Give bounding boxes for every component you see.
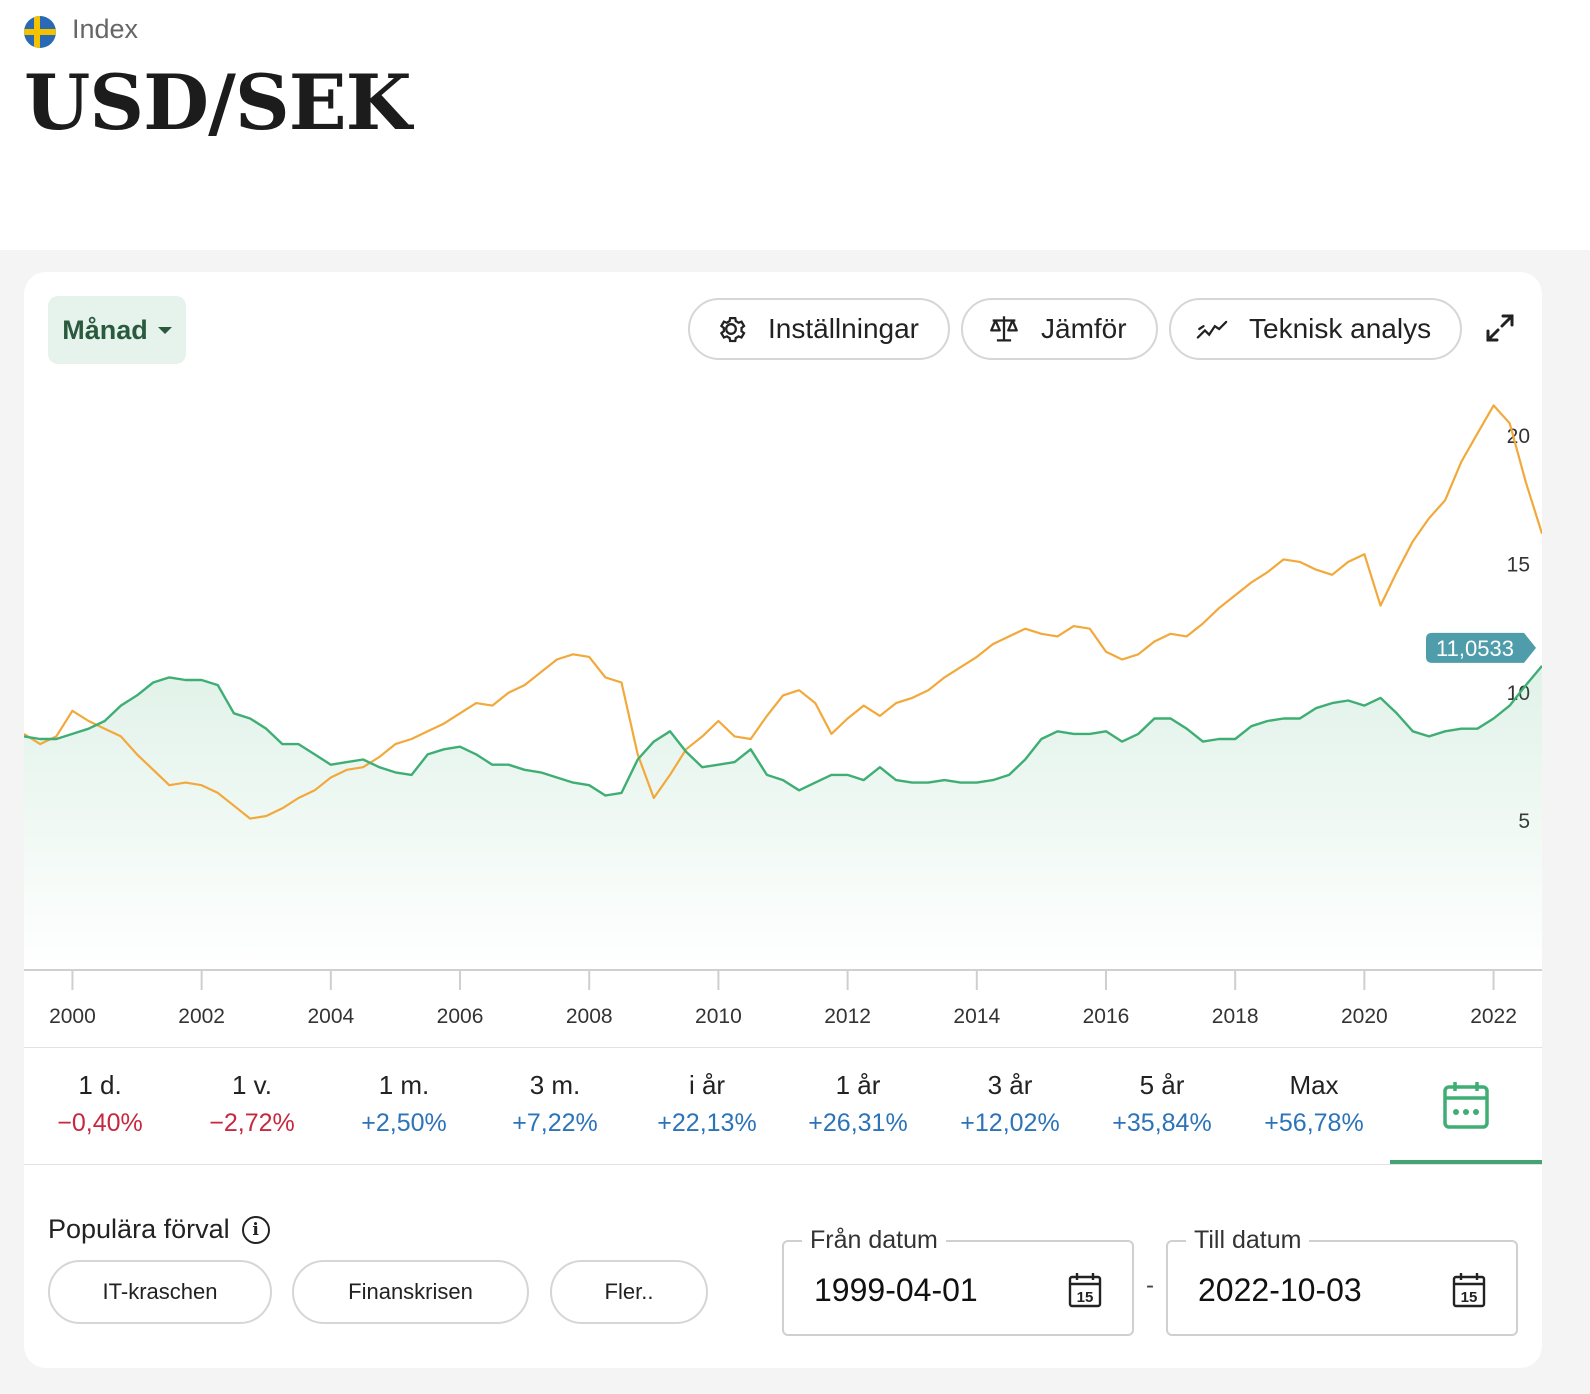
return-period-tab[interactable]: i år +22,13% <box>637 1070 777 1138</box>
compare-series-line <box>24 404 1542 820</box>
settings-button[interactable]: Inställningar <box>688 298 950 360</box>
compare-button[interactable]: Jämför <box>961 298 1158 360</box>
date-range-separator: - <box>1146 1272 1154 1299</box>
return-period-value: +26,31% <box>808 1109 908 1137</box>
period-label: Månad <box>62 314 148 345</box>
return-period-label: 3 m. <box>529 1070 581 1100</box>
return-period-tab[interactable]: 1 v. −2,72% <box>182 1070 322 1138</box>
x-tick-label: 2010 <box>695 1005 742 1028</box>
custom-range-tab[interactable] <box>1390 1048 1542 1164</box>
date-picker-icon[interactable]: 15 <box>1452 1272 1486 1308</box>
presets-title-text: Populära förval <box>48 1214 230 1244</box>
primary-series-area <box>24 665 1542 970</box>
returns-bar: 1 d. −0,40% 1 v. −2,72% 1 m. +2,50% 3 m. +7,22%… <box>24 1047 1542 1165</box>
page-header: Index USD/SEK <box>0 0 1590 250</box>
return-period-tab[interactable]: Max +56,78% <box>1244 1070 1384 1138</box>
price-chart[interactable]: 2000 2002 2004 2006 2008 2010 2012 2014 2016 2018… <box>24 372 1542 1047</box>
technical-analysis-button[interactable]: Teknisk analys <box>1169 298 1462 360</box>
settings-label: Inställningar <box>768 313 919 344</box>
current-value-badge: 11,0533 <box>1426 632 1536 663</box>
caret-down-icon <box>157 326 172 334</box>
from-date-field[interactable]: Från datum 1999-04-01 15 <box>782 1226 1134 1336</box>
return-period-tab[interactable]: 3 år +12,02% <box>940 1070 1080 1138</box>
x-tick-label: 2002 <box>178 1005 225 1028</box>
return-period-tab[interactable]: 1 år +26,31% <box>788 1070 928 1138</box>
x-tick-label: 2006 <box>437 1005 484 1028</box>
scale-icon <box>990 316 1018 342</box>
return-period-value: +2,50% <box>361 1109 447 1137</box>
return-period-label: 1 m. <box>378 1070 430 1100</box>
return-period-label: 1 d. <box>78 1070 122 1100</box>
date-picker-day: 15 <box>1461 1289 1478 1306</box>
return-period-label: i år <box>688 1070 726 1100</box>
to-date-label: Till datum <box>1186 1226 1310 1255</box>
chart-card: Månad Inställningar Jämför Teknisk analy… <box>24 272 1542 1368</box>
trend-chart-icon <box>1196 320 1228 339</box>
return-period-tab[interactable]: 5 år +35,84% <box>1092 1070 1232 1138</box>
return-period-label: 1 v. <box>232 1070 272 1100</box>
y-tick-label: 15 <box>1507 553 1530 576</box>
return-period-label: 1 år <box>835 1070 881 1100</box>
preset-chip[interactable]: Finanskrisen <box>292 1260 529 1324</box>
x-tick-label: 2020 <box>1341 1005 1388 1028</box>
return-period-value: +35,84% <box>1112 1109 1212 1137</box>
gear-icon <box>719 316 746 343</box>
sweden-flag-icon <box>24 16 56 48</box>
return-period-tab[interactable]: 1 d. −0,40% <box>30 1070 170 1138</box>
x-tick-label: 2018 <box>1212 1005 1259 1028</box>
return-period-value: −2,72% <box>209 1109 295 1137</box>
x-tick-label: 2012 <box>824 1005 871 1028</box>
from-date-value: 1999-04-01 <box>814 1272 978 1308</box>
compare-label: Jämför <box>1041 313 1127 344</box>
x-tick-label: 2022 <box>1470 1005 1517 1028</box>
return-period-label: 3 år <box>987 1070 1033 1100</box>
x-tick-label: 2008 <box>566 1005 613 1028</box>
x-tick-label: 2014 <box>953 1005 1000 1028</box>
to-date-value: 2022-10-03 <box>1198 1272 1362 1308</box>
from-date-label: Från datum <box>802 1226 946 1255</box>
return-period-label: Max <box>1289 1070 1339 1100</box>
page-title: USD/SEK <box>24 58 412 147</box>
primary-series-line <box>24 665 1542 797</box>
return-period-value: −0,40% <box>57 1109 143 1137</box>
return-period-value: +7,22% <box>512 1109 598 1137</box>
return-period-value: +22,13% <box>657 1109 757 1137</box>
info-icon[interactable]: i <box>241 1215 270 1244</box>
x-tick-label: 2004 <box>307 1005 354 1028</box>
return-period-tab[interactable]: 1 m. +2,50% <box>334 1070 474 1138</box>
date-picker-day: 15 <box>1077 1289 1094 1306</box>
technical-analysis-label: Teknisk analys <box>1249 313 1432 344</box>
instrument-category: Index <box>72 14 139 44</box>
return-period-tab[interactable]: 3 m. +7,22% <box>485 1070 625 1138</box>
return-period-value: +56,78% <box>1264 1109 1364 1137</box>
preset-chip[interactable]: IT-kraschen <box>48 1260 272 1324</box>
period-dropdown[interactable]: Månad <box>48 296 186 364</box>
presets-title: Populära förval i <box>48 1214 270 1245</box>
x-tick-label: 2000 <box>49 1005 96 1028</box>
return-period-label: 5 år <box>1139 1070 1185 1100</box>
date-picker-icon[interactable]: 15 <box>1068 1272 1102 1308</box>
calendar-icon <box>1443 1082 1489 1129</box>
x-tick-label: 2016 <box>1083 1005 1130 1028</box>
to-date-field[interactable]: Till datum 2022-10-03 15 <box>1166 1226 1518 1336</box>
return-period-value: +12,02% <box>960 1109 1060 1137</box>
current-value-label: 11,0533 <box>1436 636 1514 661</box>
current-value-badge-bg <box>1426 632 1536 663</box>
preset-chip[interactable]: Fler.. <box>550 1260 708 1324</box>
fullscreen-icon[interactable] <box>1484 312 1516 344</box>
